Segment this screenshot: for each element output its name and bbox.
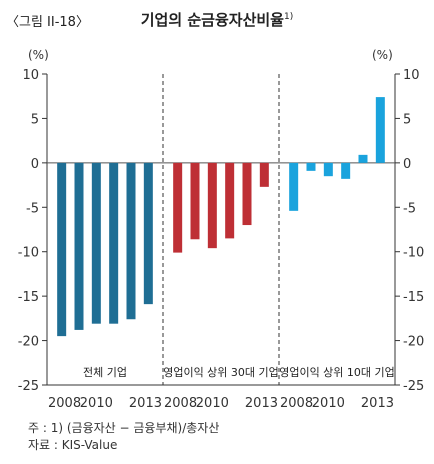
bar-2-2009 — [190, 162, 200, 240]
x-tick-label: 2010 — [80, 396, 113, 411]
y-tick-label-left: -5 — [26, 201, 39, 216]
bar-1-2010 — [91, 162, 101, 324]
y-tick-label-left: 0 — [31, 157, 39, 172]
x-tick-label: 2008 — [280, 396, 313, 411]
footnote: 주 : 1) (금융자산 − 금융부채)/총자산 — [28, 421, 220, 435]
bar-1-2008 — [57, 162, 67, 337]
y-tick-label-left: -15 — [18, 290, 39, 305]
bar-2-2012 — [242, 162, 252, 226]
bar-3-2009 — [306, 162, 316, 171]
bar-3-2011 — [341, 162, 351, 179]
group-label: 전체 기업 — [83, 366, 127, 379]
y-tick-label-right: -10 — [403, 246, 424, 261]
y-tick-label-right: -5 — [403, 201, 416, 216]
figure-label: 〈그림 II-18〉 — [6, 15, 89, 30]
x-tick-label: 2010 — [196, 396, 229, 411]
bar-1-2011 — [109, 162, 119, 324]
group-label: 영업이익 상위 30대 기업 — [163, 366, 279, 379]
y-tick-label-right: 5 — [403, 112, 411, 127]
x-tick-label: 2008 — [48, 396, 81, 411]
y-tick-label-right: 10 — [403, 68, 420, 83]
bar-2-2010 — [207, 162, 217, 249]
y-tick-label-right: 0 — [403, 157, 411, 172]
bar-1-2013 — [143, 162, 153, 305]
chart-title-text: 기업의 순금융자산비율 — [140, 11, 284, 29]
chart-notes: 주 : 1) (금융자산 − 금융부채)/총자산 자료 : KIS-Value — [28, 420, 219, 454]
x-tick-label: 2010 — [312, 396, 345, 411]
bar-3-2013 — [375, 97, 385, 163]
x-tick-label: 2013 — [361, 396, 394, 411]
x-tick-label: 2013 — [129, 396, 162, 411]
bar-1-2012 — [126, 162, 136, 320]
y-tick-label-right: -20 — [403, 335, 424, 350]
x-tick-label: 2013 — [245, 396, 278, 411]
y-tick-label-left: -10 — [18, 246, 39, 261]
y-unit-right: (%) — [372, 48, 393, 62]
chart-title: 기업의 순금융자산비율1) — [0, 9, 434, 30]
bar-2-2011 — [225, 162, 235, 239]
bar-3-2008 — [289, 162, 299, 211]
bar-chart: (%) (%) 10 10 5 5 0 0 -5 -5 -10 -10 -15 -15 -20 -20 -25 -… — [18, 48, 424, 411]
x-tick-label: 2008 — [164, 396, 197, 411]
y-tick-label-right: -15 — [403, 290, 424, 305]
y-tick-label-left: 10 — [22, 68, 39, 83]
y-tick-label-left: 5 — [31, 112, 39, 127]
y-tick-label-left: -25 — [18, 379, 39, 394]
bar-2-2013 — [259, 162, 269, 187]
bar-1-2009 — [74, 162, 84, 330]
y-tick-label-left: -20 — [18, 335, 39, 350]
bar-3-2012 — [358, 154, 368, 163]
source-note: 자료 : KIS-Value — [28, 438, 118, 452]
group-label: 영업이익 상위 10대 기업 — [279, 366, 395, 379]
title-footnote-mark: 1) — [283, 12, 294, 22]
y-unit-left: (%) — [28, 48, 49, 62]
bar-2-2008 — [173, 162, 183, 253]
bar-3-2010 — [323, 162, 333, 177]
y-tick-label-right: -25 — [403, 379, 424, 394]
